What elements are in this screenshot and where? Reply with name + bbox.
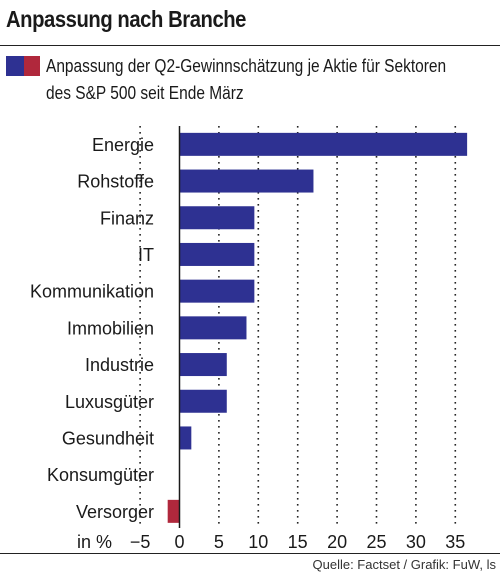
bar-luxusgüter xyxy=(179,389,227,413)
category-label: Immobilien xyxy=(67,318,154,338)
category-labels: Energie Rohstoffe Finanz IT Kommunikation Imm… xyxy=(30,135,154,522)
top-rule xyxy=(0,45,500,46)
chart-title: Anpassung nach Branche xyxy=(6,6,247,32)
bar-versorger xyxy=(167,499,180,523)
tick-label: 0 xyxy=(174,532,184,552)
category-label: Versorger xyxy=(76,502,154,522)
legend-swatch-positive xyxy=(6,56,24,76)
bar-it xyxy=(179,242,255,266)
category-label: Finanz xyxy=(100,208,154,228)
bar-finanz xyxy=(179,206,255,230)
legend-swatch xyxy=(6,56,40,76)
bar-kommunikation xyxy=(179,279,255,303)
bar-industrie xyxy=(179,353,227,377)
bars xyxy=(167,132,468,523)
category-label: Luxusgüter xyxy=(65,392,154,412)
tick-labels: in % −5 0 5 10 15 20 25 30 35 xyxy=(77,532,465,552)
tick-label: 35 xyxy=(445,532,465,552)
tick-label: 20 xyxy=(327,532,347,552)
chart-subtitle: Anpassung der Q2-Gewinnschätzung je Akti… xyxy=(46,56,447,103)
category-label: Industrie xyxy=(85,355,154,375)
tick-label: 5 xyxy=(214,532,224,552)
grid-lines xyxy=(139,126,457,528)
tick-label: 30 xyxy=(406,532,426,552)
tick-label: −5 xyxy=(130,532,151,552)
bottom-rule xyxy=(0,553,500,554)
bar-rohstoffe xyxy=(179,169,314,193)
bar-gesundheit xyxy=(179,426,192,450)
bar-immobilien xyxy=(179,316,247,340)
tick-label: 25 xyxy=(366,532,386,552)
category-label: Kommunikation xyxy=(30,282,154,302)
category-label: Gesundheit xyxy=(62,428,154,448)
category-label: Energie xyxy=(92,135,154,155)
legend-swatch-negative xyxy=(24,56,40,76)
source-note: Quelle: Factset / Grafik: FuW, ls xyxy=(312,557,497,572)
category-label: Konsumgüter xyxy=(47,465,154,485)
bar-energie xyxy=(179,132,468,156)
tick-label: 15 xyxy=(288,532,308,552)
category-label: IT xyxy=(138,245,154,265)
unit-label: in % xyxy=(77,532,112,552)
tick-label: 10 xyxy=(248,532,268,552)
category-label: Rohstoffe xyxy=(77,172,154,192)
